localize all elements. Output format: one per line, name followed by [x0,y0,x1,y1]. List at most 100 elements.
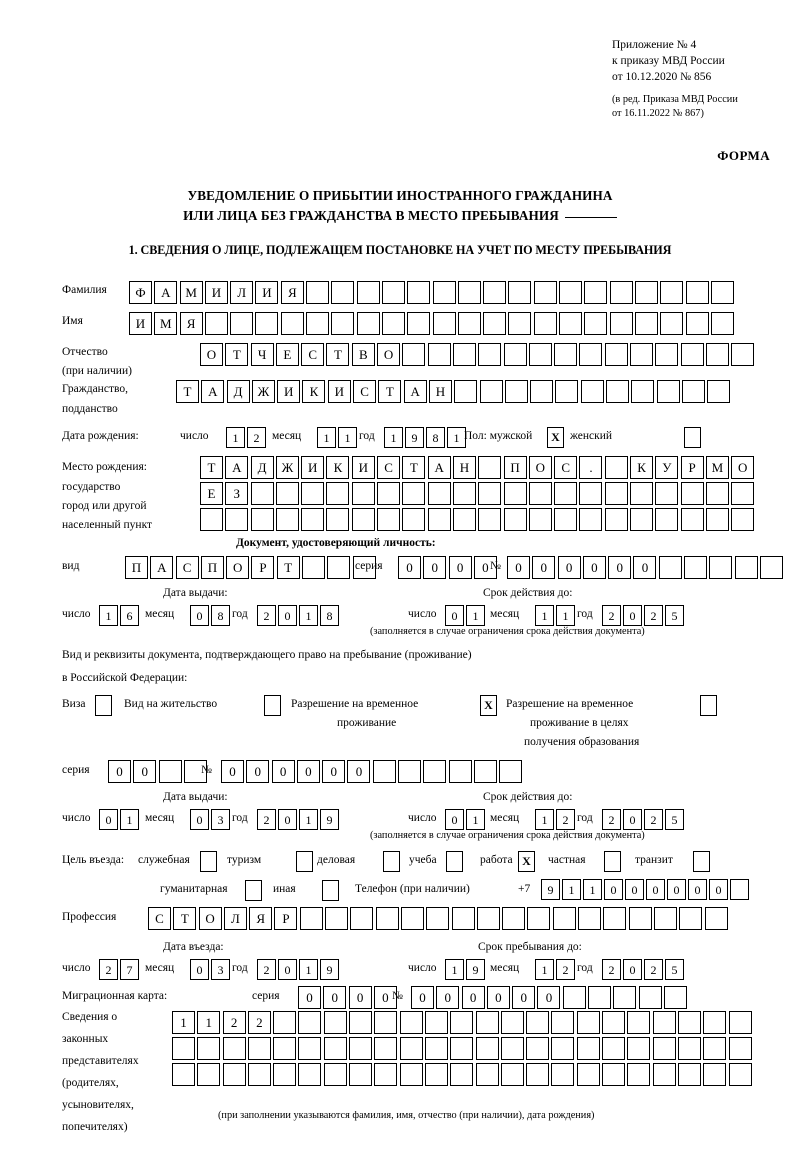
char-box[interactable]: Р [251,556,275,579]
char-box[interactable] [457,312,481,335]
char-box[interactable]: 0 [133,760,157,783]
char-box[interactable]: 0 [557,556,581,579]
char-box[interactable] [250,482,274,505]
char-box[interactable]: 2 [257,809,276,830]
char-box[interactable] [609,281,633,304]
char-box[interactable] [731,482,755,505]
char-box[interactable] [197,1037,221,1060]
char-box[interactable]: 1 [562,879,581,900]
char-box[interactable]: З [225,482,249,505]
char-box[interactable] [576,1063,600,1086]
char-box[interactable]: Д [250,456,274,479]
char-box[interactable] [606,380,630,403]
char-box[interactable]: И [129,312,152,335]
char-box[interactable] [298,1037,322,1060]
char-box[interactable] [554,508,578,531]
char-box[interactable] [478,508,502,531]
char-box[interactable] [222,1037,246,1060]
char-box[interactable]: 0 [473,556,497,579]
char-box[interactable] [452,508,476,531]
char-box[interactable] [652,1037,676,1060]
char-box[interactable] [627,1011,651,1034]
char-box[interactable] [576,1037,600,1060]
char-box[interactable] [588,986,612,1009]
char-box[interactable]: С [377,456,401,479]
temp-residence-checkbox[interactable]: X [480,695,497,716]
char-box[interactable] [475,1011,499,1034]
char-box[interactable]: 2 [222,1011,246,1034]
char-box[interactable]: Д [226,380,250,403]
char-box[interactable] [728,1037,752,1060]
char-box[interactable] [478,482,502,505]
char-box[interactable] [475,1037,499,1060]
char-box[interactable] [681,380,705,403]
char-box[interactable] [479,380,503,403]
char-box[interactable] [677,1037,701,1060]
char-box[interactable] [703,1011,727,1034]
char-box[interactable] [427,343,451,366]
char-box[interactable] [323,1011,347,1034]
char-box[interactable]: 2 [602,605,621,626]
char-box[interactable]: С [175,556,199,579]
char-box[interactable]: Т [225,343,249,366]
edu-residence-checkbox[interactable] [700,695,717,716]
char-box[interactable] [483,281,507,304]
char-box[interactable]: 0 [646,879,665,900]
char-box[interactable] [526,1063,550,1086]
char-box[interactable] [660,281,684,304]
char-box[interactable]: А [427,456,451,479]
char-box[interactable]: 0 [532,556,556,579]
char-box[interactable]: Ч [250,343,274,366]
char-box[interactable] [427,508,451,531]
char-box[interactable]: 0 [623,605,642,626]
char-box[interactable] [452,343,476,366]
char-box[interactable]: Ф [129,281,152,304]
char-box[interactable]: У [655,456,679,479]
char-box[interactable] [710,312,734,335]
char-box[interactable]: 2 [644,809,663,830]
char-box[interactable] [478,343,502,366]
char-box[interactable] [684,556,708,579]
char-box[interactable] [398,760,422,783]
char-box[interactable] [554,482,578,505]
char-box[interactable] [533,312,557,335]
char-box[interactable] [503,343,527,366]
char-box[interactable] [352,556,376,579]
char-box[interactable] [349,1011,373,1034]
char-box[interactable]: Я [280,281,304,304]
char-box[interactable]: 2 [247,1011,271,1034]
char-box[interactable]: 0 [667,879,686,900]
char-box[interactable] [680,508,704,531]
char-box[interactable]: 5 [665,809,684,830]
char-box[interactable] [407,281,431,304]
char-box[interactable] [527,907,551,930]
char-box[interactable]: Е [200,482,223,505]
char-box[interactable] [351,482,375,505]
char-box[interactable] [604,482,628,505]
char-box[interactable] [627,1063,651,1086]
char-box[interactable] [677,1011,701,1034]
char-box[interactable] [275,482,299,505]
char-box[interactable] [630,343,654,366]
char-box[interactable]: 1 [466,605,485,626]
char-box[interactable] [499,760,523,783]
char-box[interactable]: 2 [602,959,621,980]
char-box[interactable]: 0 [688,879,707,900]
char-box[interactable]: А [403,380,427,403]
char-box[interactable] [584,312,608,335]
char-box[interactable]: В [351,343,375,366]
char-box[interactable] [280,312,304,335]
char-box[interactable] [451,907,475,930]
char-box[interactable]: 2 [257,605,276,626]
char-box[interactable] [578,907,602,930]
char-box[interactable] [652,1011,676,1034]
char-box[interactable]: И [351,456,375,479]
char-box[interactable]: 3 [211,959,230,980]
char-box[interactable]: К [302,380,326,403]
char-box[interactable] [374,1037,398,1060]
char-box[interactable] [530,380,554,403]
char-box[interactable]: П [200,556,224,579]
char-box[interactable] [374,1063,398,1086]
char-box[interactable] [500,1011,524,1034]
char-box[interactable]: Т [326,343,350,366]
